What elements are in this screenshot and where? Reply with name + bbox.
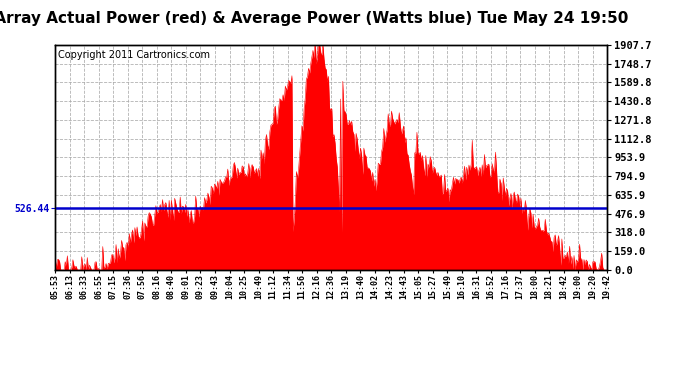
Text: East Array Actual Power (red) & Average Power (Watts blue) Tue May 24 19:50: East Array Actual Power (red) & Average … [0,11,628,26]
Text: Copyright 2011 Cartronics.com: Copyright 2011 Cartronics.com [58,50,210,60]
